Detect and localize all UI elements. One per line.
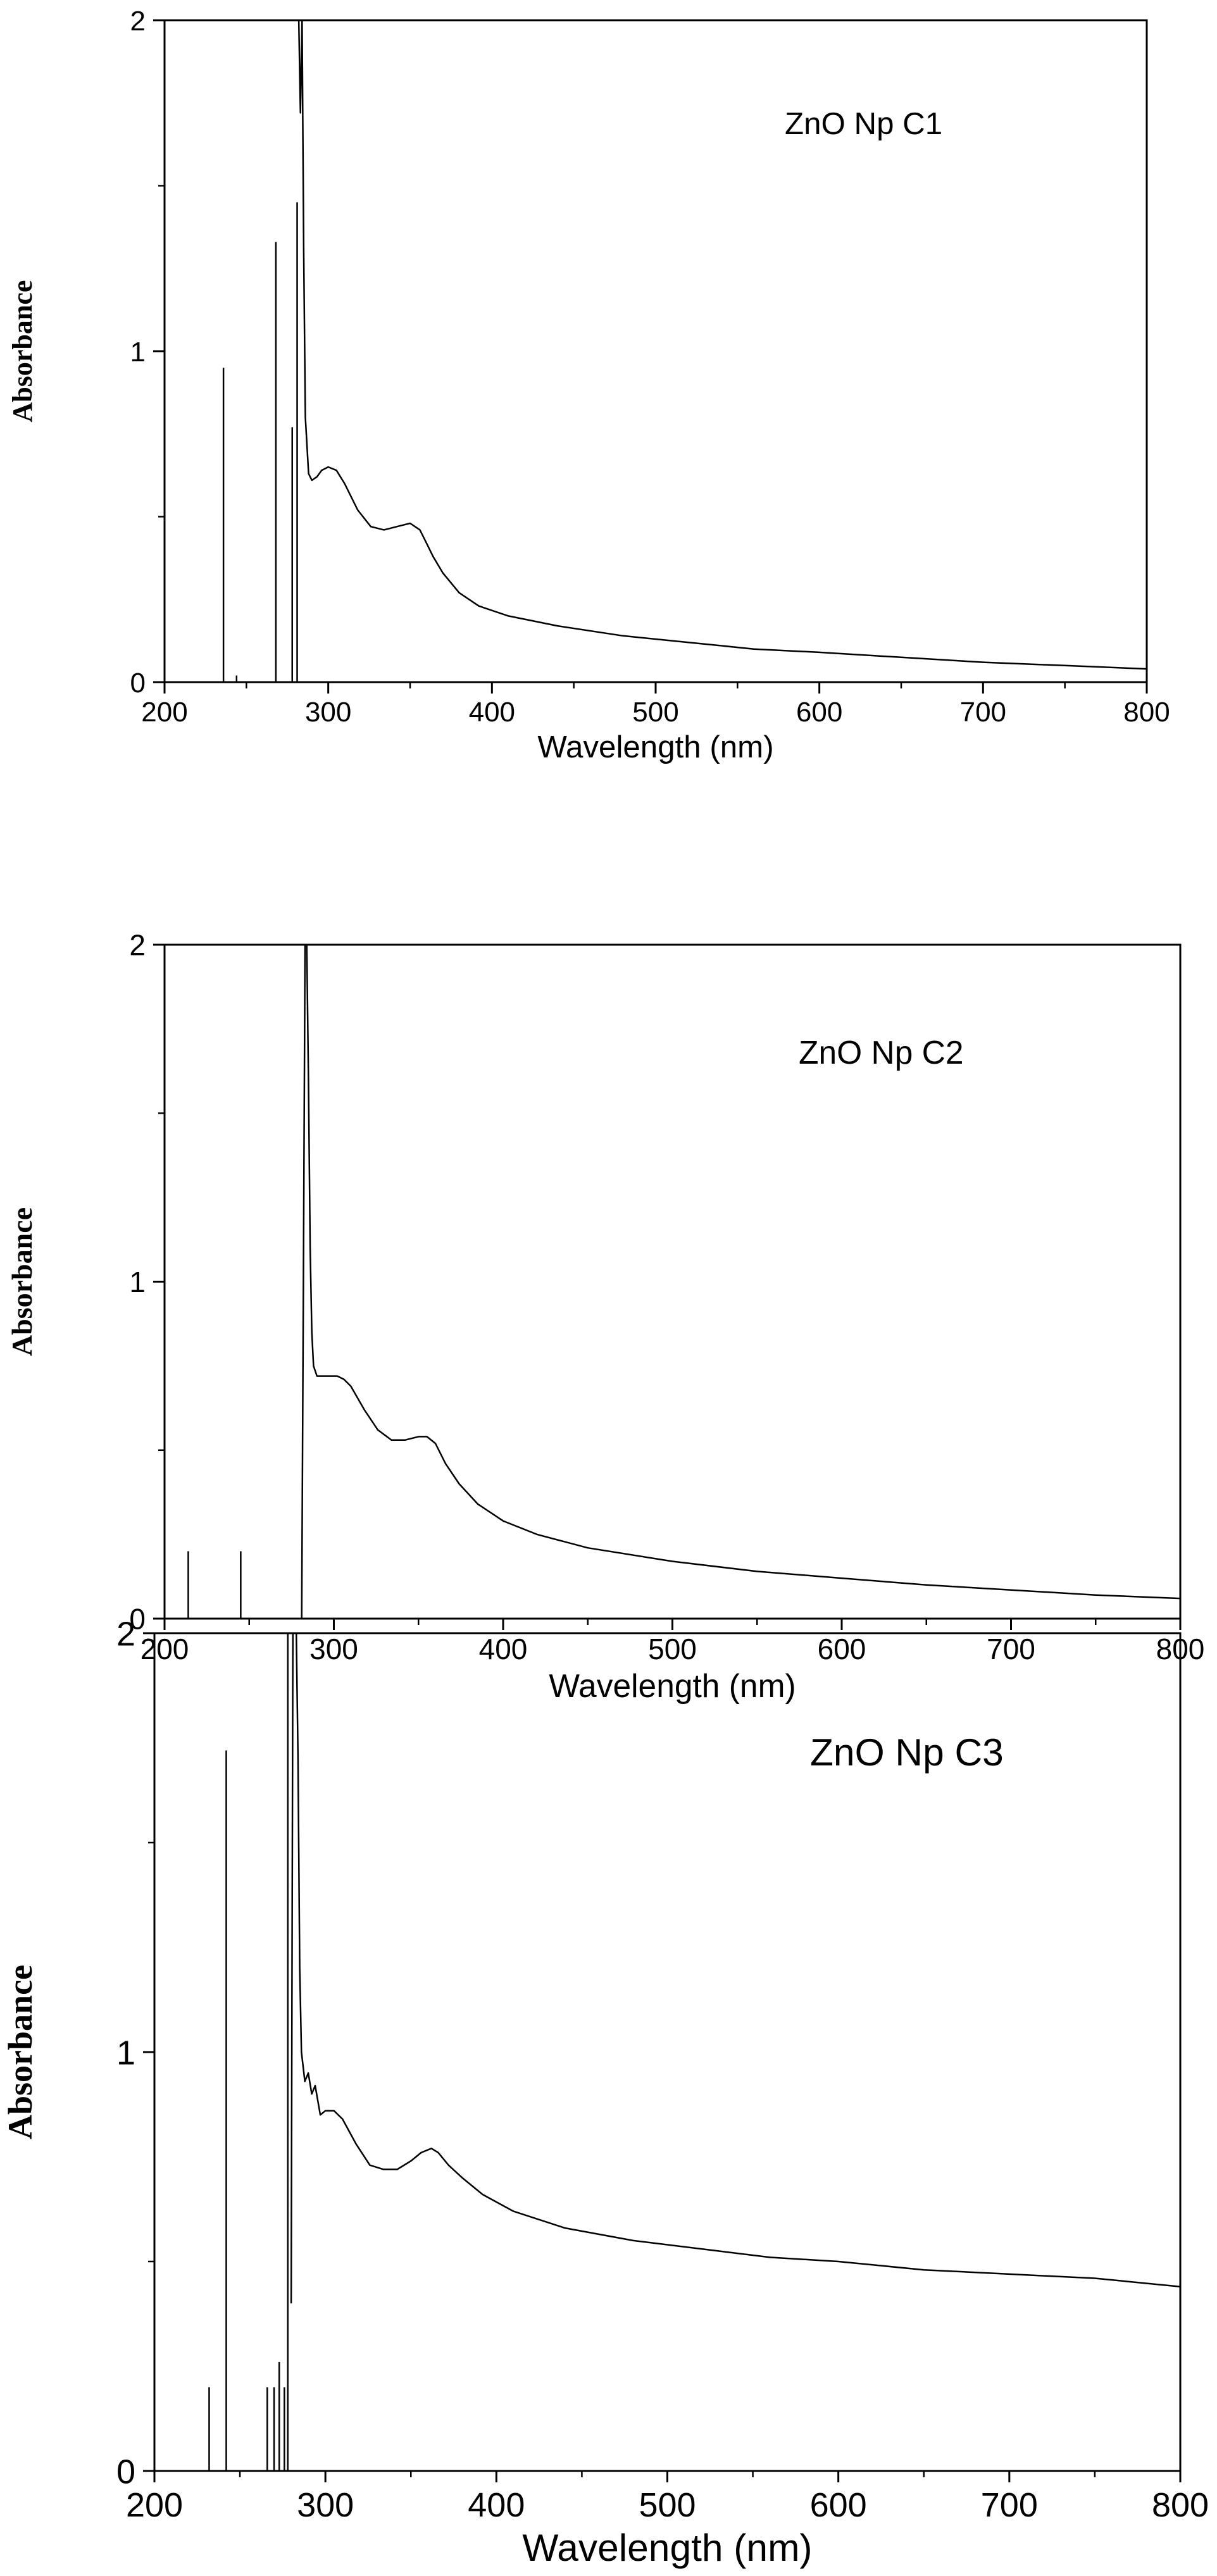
x-tick-label: 500 [632,697,678,728]
series-line [297,19,1147,670]
y-tick-label: 1 [130,337,146,368]
y-tick-label: 0 [116,2453,135,2491]
x-tick-label: 400 [469,697,515,728]
chart-panel-1: 200 300 400 500 600 700 800 0 1 2 Wavelength (nm) A… [7,6,1170,764]
x-tick-label: 300 [305,697,351,728]
y-tick-label: 2 [130,6,146,37]
x-axis-title: Wavelength (nm) [549,1667,796,1704]
series-line [301,943,1181,1619]
x-tick-label: 400 [468,2486,525,2524]
y-tick-label: 0 [129,1603,146,1636]
x-tick-label: 300 [309,1633,358,1665]
x-tick-label: 700 [960,697,1006,728]
x-tick-label: 600 [796,697,842,728]
y-axis-title: Absorbance [6,1207,38,1356]
chart-panel-3: 200 300 400 500 600 700 800 0 1 2 Wavelength (nm) A… [1,1615,1209,2569]
x-axis-title: Wavelength (nm) [522,2526,812,2569]
y-axis-title: Absorbance [1,1965,39,2139]
series-line [290,1632,1181,2304]
y-tick-label: 2 [129,929,146,962]
x-tick-label: 500 [648,1633,697,1665]
x-tick-label: 600 [818,1633,866,1665]
x-tick-label: 500 [639,2486,696,2524]
y-tick-label: 1 [116,2034,135,2072]
x-tick-label: 700 [981,2486,1038,2524]
x-tick-label: 600 [810,2486,867,2524]
x-tick-label: 800 [1123,697,1170,728]
series-annotation: ZnO Np C2 [799,1034,964,1071]
y-tick-label: 2 [116,1615,135,1653]
y-tick-label: 1 [129,1266,146,1298]
series-annotation: ZnO Np C3 [810,1731,1004,1774]
x-tick-label: 800 [1152,2486,1209,2524]
x-tick-label: 200 [141,697,187,728]
x-tick-label: 300 [297,2486,354,2524]
x-axis-title: Wavelength (nm) [537,730,773,764]
y-axis-title: Absorbance [7,280,38,423]
series-annotation: ZnO Np C1 [785,106,942,141]
y-tick-label: 0 [130,668,146,699]
x-tick-label: 200 [140,1633,189,1665]
x-tick-label: 400 [479,1633,528,1665]
x-tick-label: 200 [126,2486,183,2524]
x-tick-label: 700 [987,1633,1035,1665]
